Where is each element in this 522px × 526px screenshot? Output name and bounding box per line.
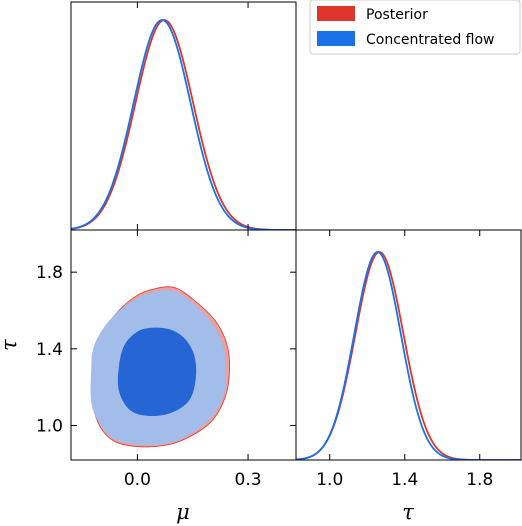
marginal-mu-posterior-line [71,19,296,230]
panel-tau-marginal: 1.0 1.4 1.8 [295,229,522,490]
marginal-tau-posterior-line [296,251,521,460]
x-tick-label-mu-0-0: 0.0 [124,470,151,490]
x-tick-label-tau-1-8: 1.8 [466,470,493,490]
x-tick-label-mu-0-3: 0.3 [235,470,262,490]
legend-label-concentrated-flow: Concentrated flow [366,32,495,48]
y-tick-label-tau-1-0: 1.0 [36,417,63,437]
legend-swatch-posterior [317,6,355,21]
panel-tau-marginal-frame [295,229,522,461]
x-axis-label-mu: μ [176,500,190,524]
x-tick-label-tau-1-4: 1.4 [391,470,418,490]
legend-label-posterior: Posterior [366,7,428,23]
legend: Posterior Concentrated flow [309,0,521,55]
y-tick-label-tau-1-8: 1.8 [36,263,63,283]
y-axis-label-tau: τ [0,339,21,351]
x-tick-label-tau-1-0: 1.0 [316,470,343,490]
legend-box [309,0,521,55]
y-tick-label-tau-1-4: 1.4 [36,340,63,360]
panel-joint: 0.0 0.3 1.0 1.4 1.8 [36,229,297,490]
marginal-mu-concentrated-flow-line [71,19,296,230]
x-axis-label-tau: τ [402,500,414,524]
panel-mu-marginal [70,1,297,231]
legend-swatch-concentrated-flow [317,31,355,46]
panel-mu-marginal-frame [70,1,297,231]
contour-concentrated-flow-68 [117,327,197,417]
